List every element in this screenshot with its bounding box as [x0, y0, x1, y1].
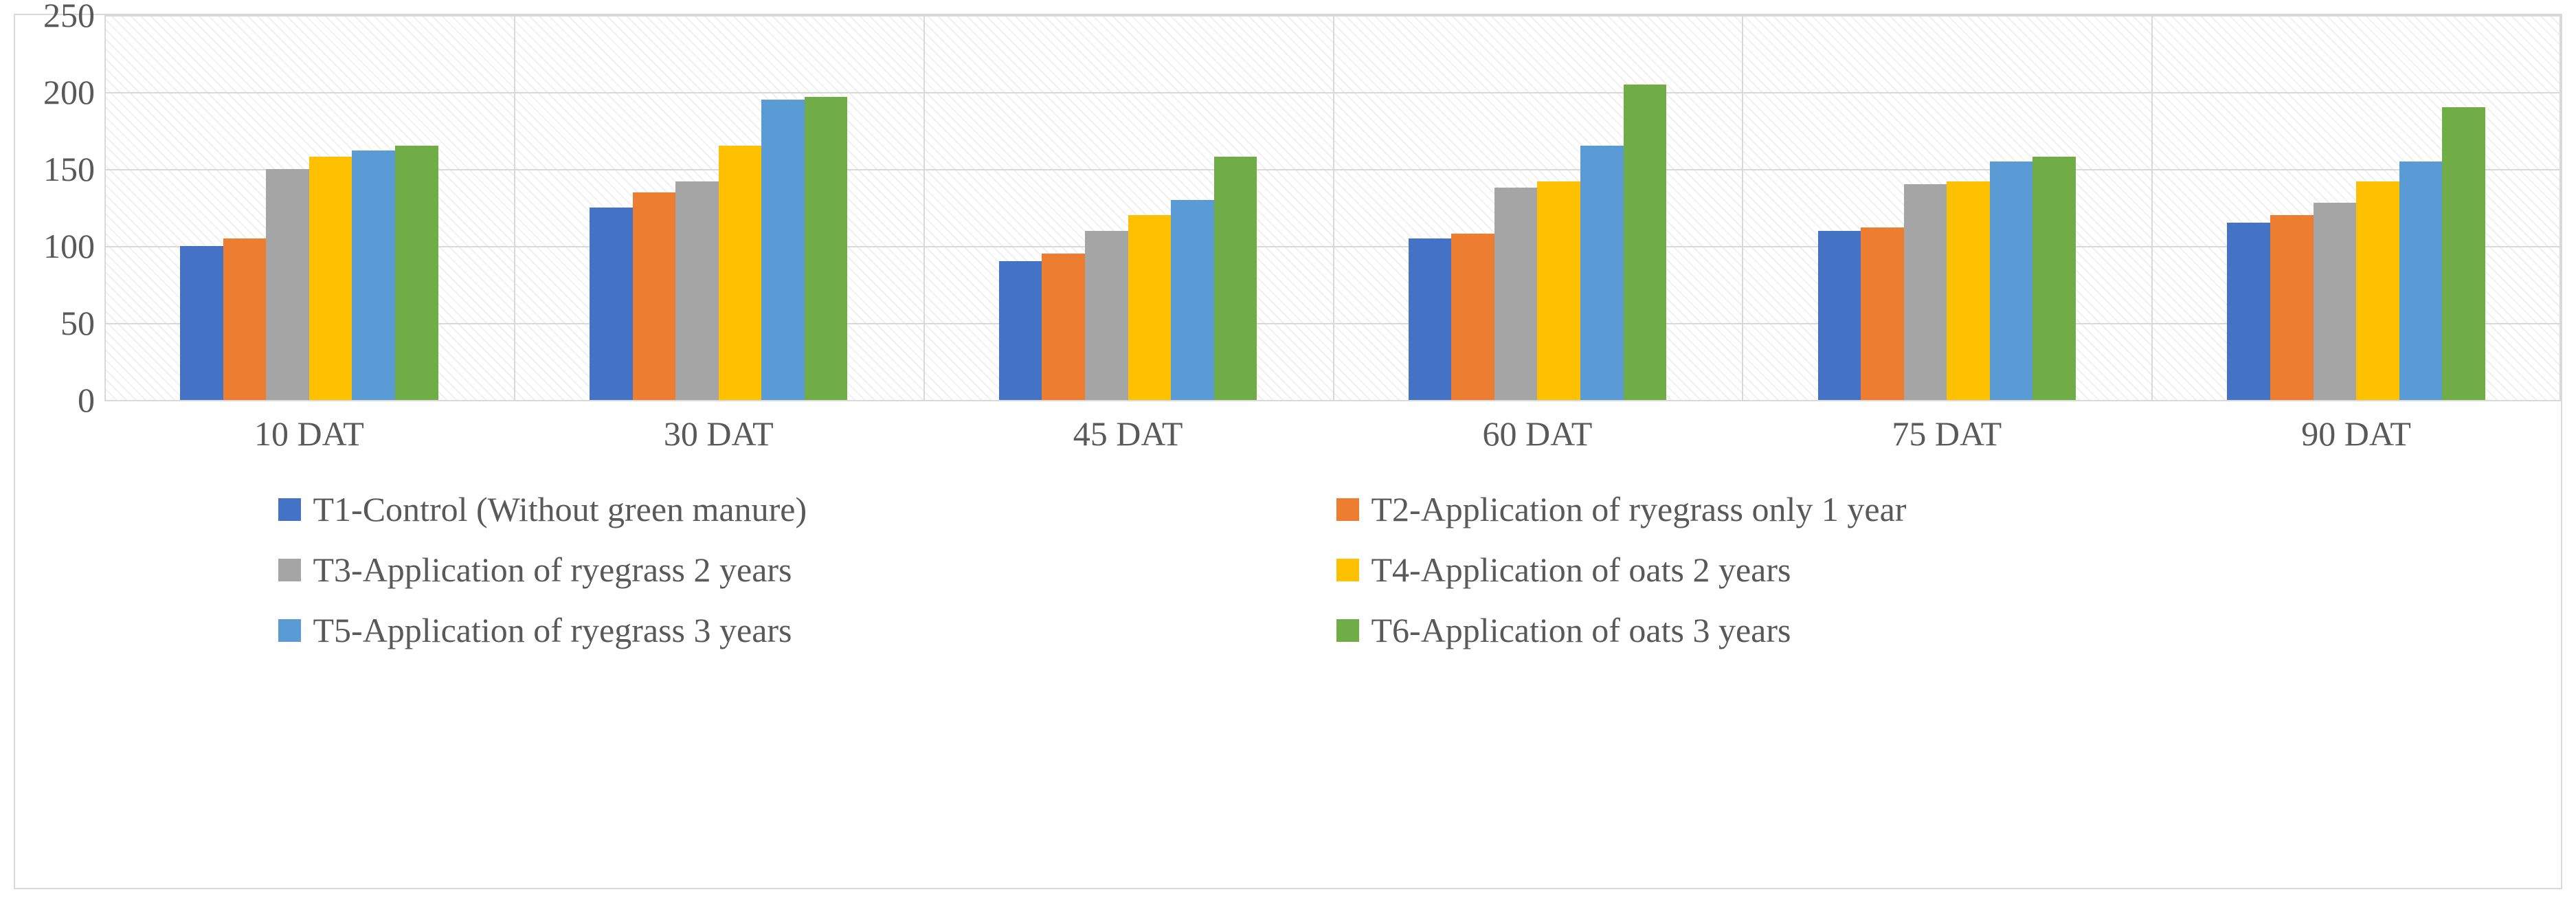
bar-T5	[2399, 161, 2443, 400]
bar-T2	[1451, 234, 1494, 400]
y-tick-label: 100	[43, 226, 95, 266]
x-axis: 10 DAT 30 DAT 45 DAT 60 DAT 75 DAT 90 DAT	[104, 400, 2561, 476]
bar-T6	[2032, 157, 2076, 400]
bar-T6	[1624, 85, 1667, 400]
bar-T3	[675, 181, 719, 400]
chart-container: 0 50 100 150 200 250 10 DAT 30 DAT 45 DAT 60 DAT…	[0, 0, 2576, 903]
bar-T4	[309, 157, 352, 400]
bar-T3	[1904, 184, 1947, 400]
legend-swatch-icon	[1336, 619, 1359, 642]
legend-item-T4: T4-Application of oats 2 years	[1336, 550, 2298, 590]
legend-swatch-icon	[278, 619, 301, 642]
bar-T2	[633, 192, 676, 400]
plot-row: 050100150200250	[15, 15, 2561, 400]
legend-label: T1-Control (Without green manure)	[313, 489, 807, 529]
x-tick-label: 90 DAT	[2301, 414, 2411, 454]
x-tick-label: 10 DAT	[254, 414, 364, 454]
legend-swatch-icon	[1336, 498, 1359, 521]
bar-T1	[180, 246, 223, 400]
x-tick-label: 45 DAT	[1073, 414, 1183, 454]
bar-T6	[2442, 107, 2485, 400]
bar-T5	[1171, 200, 1214, 400]
legend-label: T3-Application of ryegrass 2 years	[313, 550, 792, 590]
y-tick-label: 0	[78, 380, 95, 420]
bar-T5	[1580, 146, 1624, 400]
legend-item-T1: T1-Control (Without green manure)	[278, 489, 1240, 529]
y-tick-label: 150	[43, 149, 95, 189]
bars-layer	[104, 15, 2561, 400]
bar-T2	[1861, 227, 1904, 400]
bar-T4	[2356, 181, 2399, 400]
bar-T5	[352, 150, 395, 400]
legend-swatch-icon	[278, 559, 301, 581]
x-tick-label: 30 DAT	[664, 414, 774, 454]
x-axis-row: 10 DAT 30 DAT 45 DAT 60 DAT 75 DAT 90 DAT	[15, 400, 2561, 476]
legend-item-T3: T3-Application of ryegrass 2 years	[278, 550, 1240, 590]
y-tick-label: 250	[43, 0, 95, 35]
bar-T1	[590, 208, 633, 400]
bar-T6	[1214, 157, 1257, 400]
x-tick-label: 60 DAT	[1483, 414, 1593, 454]
legend-item-T2: T2-Application of ryegrass only 1 year	[1336, 489, 2298, 529]
bar-T5	[761, 100, 805, 400]
bar-T3	[266, 169, 309, 400]
legend-label: T6-Application of oats 3 years	[1371, 610, 1791, 650]
bar-T3	[2314, 203, 2357, 400]
legend: T1-Control (Without green manure) T2-Appl…	[15, 476, 2561, 664]
y-tick-label: 200	[43, 72, 95, 112]
legend-swatch-icon	[1336, 559, 1359, 581]
legend-item-T5: T5-Application of ryegrass 3 years	[278, 610, 1240, 650]
legend-item-T6: T6-Application of oats 3 years	[1336, 610, 2298, 650]
bar-T2	[1042, 254, 1085, 400]
bar-T1	[1818, 231, 1861, 400]
chart-frame: 050100150200250 10 DAT30 DAT45 DAT60 DAT…	[14, 14, 2562, 889]
y-axis: 050100150200250	[15, 15, 104, 400]
y-tick-label: 50	[60, 303, 95, 343]
bar-T1	[999, 261, 1042, 400]
legend-swatch-icon	[278, 498, 301, 521]
bar-T3	[1085, 231, 1128, 400]
legend-label: T4-Application of oats 2 years	[1371, 550, 1791, 590]
bar-T2	[2270, 215, 2314, 400]
bar-T5	[1990, 161, 2033, 400]
bar-T1	[2227, 223, 2270, 400]
bar-T1	[1409, 238, 1452, 400]
bar-T4	[1128, 215, 1172, 400]
bar-T4	[1537, 181, 1580, 400]
plot-area	[104, 15, 2561, 400]
bar-T4	[719, 146, 762, 400]
x-tick-label: 75 DAT	[1892, 414, 2002, 454]
bar-T6	[395, 146, 438, 400]
legend-label: T5-Application of ryegrass 3 years	[313, 610, 792, 650]
bar-T2	[223, 238, 267, 400]
bar-T3	[1494, 188, 1538, 400]
bar-T4	[1947, 181, 1990, 400]
legend-label: T2-Application of ryegrass only 1 year	[1371, 489, 1907, 529]
bar-T6	[805, 97, 848, 400]
